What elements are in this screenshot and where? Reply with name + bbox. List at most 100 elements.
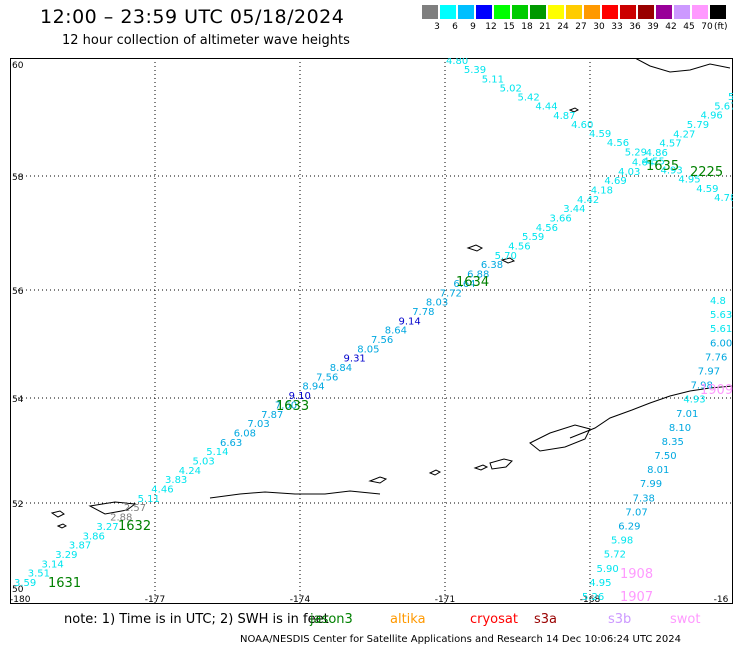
swh-value: 9.14 <box>398 316 420 327</box>
swh-value: 7.87 <box>261 410 283 421</box>
swh-value: 4.18 <box>591 185 613 196</box>
swh-value: 2.57 <box>124 503 146 514</box>
legend-label: 36 <box>629 22 641 32</box>
island <box>568 107 579 113</box>
pass-time-label: 2225 <box>690 165 723 180</box>
legend-swatch <box>638 5 654 19</box>
swh-value: 4.56 <box>536 223 558 234</box>
x-tick-label: -180 <box>10 595 31 604</box>
legend-label: 3 <box>434 22 440 32</box>
swh-value: 5.98 <box>611 536 633 547</box>
legend-swatch <box>512 5 528 19</box>
legend-swatch <box>422 5 438 19</box>
swh-value: 4.8 <box>710 296 726 307</box>
swh-value: 7.56 <box>371 335 393 346</box>
swh-value: 9.31 <box>344 354 366 365</box>
swh-value: 4.46 <box>151 485 173 496</box>
swh-value: 4.78 <box>714 193 733 204</box>
swh-value: 7.78 <box>412 307 434 318</box>
legend-label: 21 <box>539 22 551 32</box>
legend-label: 42 <box>665 22 677 32</box>
swh-value: 4.95 <box>589 578 611 589</box>
swh-value: 4.42 <box>577 195 599 206</box>
swh-value: 3.86 <box>83 531 105 542</box>
satellite-name: altika <box>390 612 426 627</box>
swh-value: 8.01 <box>647 465 669 476</box>
swh-value: 4.44 <box>535 102 557 113</box>
island <box>529 424 591 452</box>
swh-value: 4.93 <box>661 166 683 177</box>
legend-unit: (ft) <box>714 22 728 32</box>
legend-swatch <box>440 5 456 19</box>
swh-value: 7.38 <box>633 493 655 504</box>
swh-value: 5.03 <box>193 457 215 468</box>
swh-value: 4.56 <box>607 138 629 149</box>
island <box>56 523 67 529</box>
swh-value: 4.80 <box>446 58 468 67</box>
aleutian-islands <box>209 490 381 499</box>
swh-value: 7.50 <box>654 451 676 462</box>
swh-value: 5.59 <box>522 232 544 243</box>
island <box>489 458 513 470</box>
swh-value: 4.87 <box>553 111 575 122</box>
island <box>500 257 516 264</box>
legend-swatch <box>584 5 600 19</box>
swh-value: 7.76 <box>705 352 727 363</box>
satellite-name: swot <box>670 612 701 627</box>
legend-swatch <box>710 5 726 19</box>
legend-swatch <box>548 5 564 19</box>
swh-value: 5.90 <box>596 564 618 575</box>
swh-value: 5.70 <box>495 251 517 262</box>
legend-label: 33 <box>611 22 623 32</box>
swh-value: 4.64 <box>632 157 654 168</box>
swh-value: 5.79 <box>687 120 709 131</box>
swh-value: 6.64 <box>453 279 475 290</box>
satellite-name: jason3 <box>310 612 353 627</box>
swh-value: 4.60 <box>571 120 593 131</box>
swh-value: 2.88 <box>110 513 132 524</box>
swh-value: 5.14 <box>206 447 228 458</box>
island <box>473 464 489 471</box>
swh-value: 6.08 <box>234 428 256 439</box>
swh-value: 5.29 <box>625 147 647 158</box>
swh-value: 4.86 <box>646 148 668 159</box>
swh-value: 7.98 <box>691 381 713 392</box>
swh-value: 4.96 <box>701 111 723 122</box>
legend-label: 12 <box>485 22 497 32</box>
swh-value: 3.59 <box>14 578 36 589</box>
y-tick-label: 60 <box>12 61 24 71</box>
legend-swatch <box>476 5 492 19</box>
coastline-peninsula <box>569 385 733 439</box>
swh-value: 5.63 <box>710 310 732 321</box>
coastline <box>50 58 733 529</box>
island <box>428 469 442 476</box>
island <box>50 510 65 518</box>
island <box>88 501 137 515</box>
x-tick-label: -168 <box>580 595 601 604</box>
x-tick-label: -174 <box>290 595 311 604</box>
swh-value: 4.24 <box>179 466 201 477</box>
legend-label: 27 <box>575 22 587 32</box>
satellite-name: s3b <box>608 612 632 627</box>
legend-swatch <box>602 5 618 19</box>
swh-value: 7.03 <box>247 419 269 430</box>
swh-value: 3.87 <box>69 541 91 552</box>
y-tick-label: 56 <box>12 287 24 297</box>
legend-swatch <box>458 5 474 19</box>
swh-value: 4.93 <box>683 395 705 406</box>
swh-value: 5.02 <box>500 83 522 94</box>
legend-swatch <box>656 5 672 19</box>
swh-value: 3.83 <box>165 475 187 486</box>
swh-value: 7.60 <box>275 400 297 411</box>
legend-swatch <box>620 5 636 19</box>
swh-value: 5.26 <box>582 592 604 603</box>
swh-value: 8.84 <box>330 363 352 374</box>
swh-value: 3.51 <box>28 569 50 580</box>
legend-label: 18 <box>521 22 533 32</box>
x-tick-label: -16 <box>714 595 729 604</box>
y-tick-label: 52 <box>12 500 23 510</box>
legend-label: 6 <box>452 22 458 32</box>
legend-swatch <box>692 5 708 19</box>
legend-label: 70 <box>701 22 713 32</box>
legend-label: 39 <box>647 22 659 32</box>
